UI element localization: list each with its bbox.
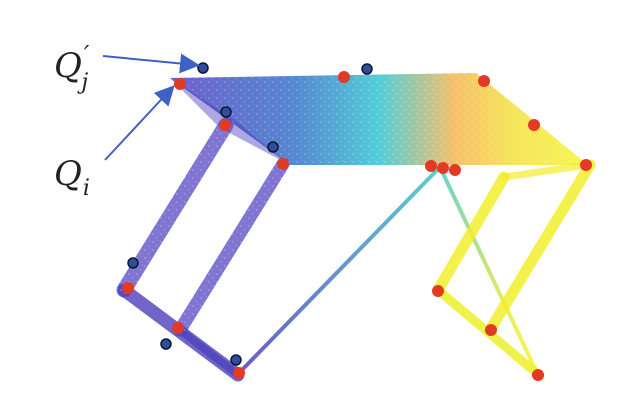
svg-text:Qi: Qi: [54, 154, 90, 201]
label-q-i: Qi: [54, 154, 90, 201]
red-point: [478, 75, 490, 87]
red-point: [338, 71, 350, 83]
red-point: [432, 285, 444, 297]
blue-point: [197, 62, 209, 74]
blue-point: [267, 141, 279, 153]
red-point: [437, 162, 449, 174]
blue-point: [160, 338, 172, 350]
red-point: [425, 160, 437, 172]
red-point: [172, 322, 184, 334]
red-point: [485, 324, 497, 336]
red-point: [277, 158, 289, 170]
blue-point: [361, 63, 373, 75]
point-cloud-left-frame: [116, 117, 290, 382]
red-point: [528, 119, 540, 131]
q-j-main: Q: [54, 46, 82, 86]
red-point: [233, 367, 245, 379]
red-point: [449, 164, 461, 176]
red-point: [580, 159, 592, 171]
blue-points: [127, 62, 373, 366]
red-point: [122, 282, 134, 294]
blue-point: [230, 354, 242, 366]
point-cloud-top-plane: [170, 73, 588, 165]
point-cloud-diagonals: [237, 165, 543, 381]
arrow-to-q-j: [102, 53, 200, 74]
blue-point: [127, 257, 139, 269]
q-j-prime-mark: ′: [84, 41, 90, 69]
q-i-main: Q: [54, 154, 82, 194]
red-points: [122, 71, 592, 381]
point-cloud-right-frame: [432, 159, 596, 381]
arrow-to-q-i: [104, 85, 175, 161]
red-point: [219, 119, 231, 131]
q-i-subscript: i: [83, 176, 90, 201]
red-point: [174, 78, 186, 90]
label-q-j-prime: Q′ j: [54, 41, 90, 95]
label-arrows: [102, 53, 200, 161]
red-point: [532, 369, 544, 381]
svg-text:Q′j: Q′ j: [54, 41, 90, 95]
blue-point: [220, 106, 232, 118]
